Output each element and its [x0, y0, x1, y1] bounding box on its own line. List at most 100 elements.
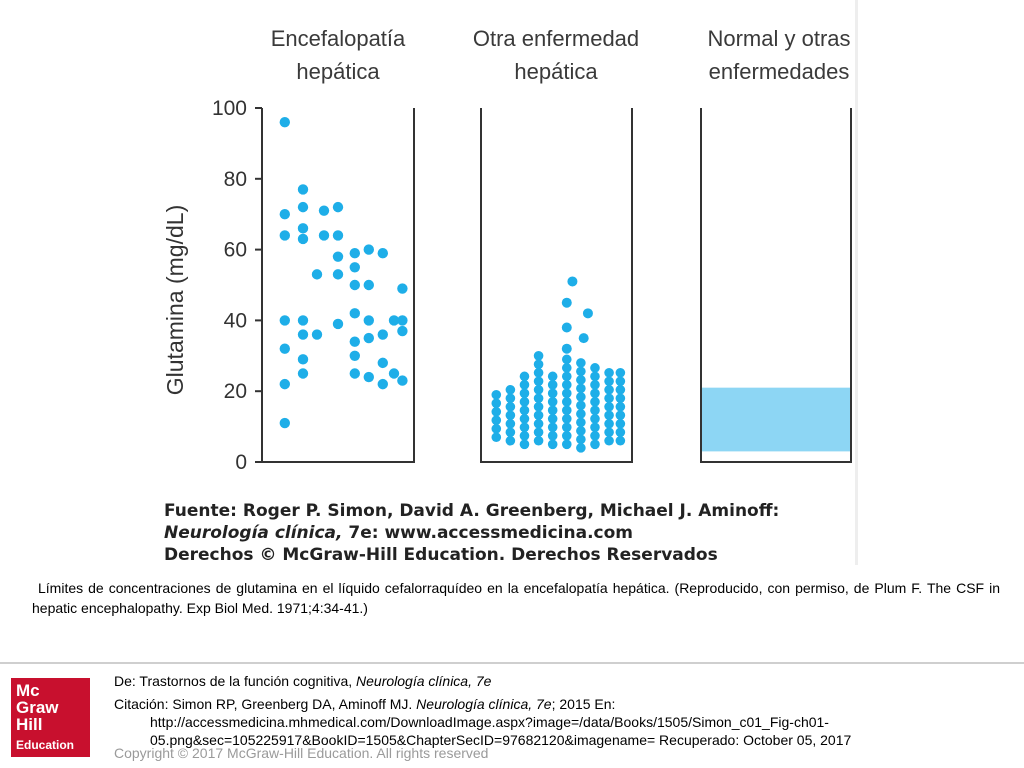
data-point: [615, 410, 626, 421]
data-point: [363, 315, 374, 326]
from-book: Neurología clínica, 7e: [356, 673, 492, 689]
data-point: [519, 380, 530, 390]
data-point: [519, 431, 530, 441]
data-point: [561, 414, 572, 424]
data-point: [533, 435, 544, 446]
panel-3-frame: [700, 108, 852, 463]
data-point: [377, 378, 388, 390]
logo-line-2: Graw: [16, 698, 59, 717]
data-point: [547, 439, 558, 450]
data-point: [491, 415, 502, 426]
data-point: [311, 329, 323, 340]
data-point: [297, 223, 309, 234]
data-point: [363, 371, 374, 383]
data-point: [576, 366, 586, 377]
data-point: [491, 432, 502, 443]
data-point: [604, 410, 614, 421]
glutamine-chart: Encefalopatía hepática Otra enfermedad h…: [162, 0, 858, 565]
data-point: [561, 380, 572, 390]
data-point: [397, 375, 408, 386]
y-tick-label: 100: [212, 97, 247, 120]
data-point: [491, 406, 502, 417]
data-point: [332, 318, 344, 330]
data-point: [318, 205, 330, 216]
data-point: [576, 417, 586, 428]
data-point: [615, 435, 626, 446]
data-point: [533, 351, 544, 361]
data-point: [590, 405, 600, 416]
data-point: [547, 388, 558, 399]
from-prefix: De: Trastornos de la función cognitiva,: [114, 673, 357, 689]
source-line-1: Fuente: Roger P. Simon, David A. Greenbe…: [164, 501, 779, 521]
data-point: [590, 363, 600, 373]
data-point: [604, 393, 614, 404]
citation-url[interactable]: http://accessmedicina.mhmedical.com/Down…: [150, 714, 852, 748]
data-point: [349, 279, 360, 291]
data-point: [332, 230, 344, 241]
logo-line-3: Hill: [16, 715, 43, 734]
data-point: [576, 426, 586, 436]
data-point: [561, 431, 572, 441]
data-point: [279, 343, 290, 354]
data-point: [505, 401, 516, 412]
data-point: [349, 336, 360, 347]
source-line-2: Neurología clínica, 7e: www.accessmedici…: [164, 523, 633, 543]
y-axis-label: Glutamina (mg/dL): [162, 205, 188, 395]
figure-caption: Límites de concentraciones de glutamina …: [32, 580, 1000, 616]
data-point: [604, 367, 614, 378]
panel-2-title-line-1: Otra enfermedad: [473, 26, 639, 51]
data-point: [279, 116, 290, 128]
data-point: [505, 393, 516, 404]
data-point: [590, 380, 600, 390]
data-point: [349, 368, 360, 379]
data-point: [519, 397, 530, 407]
data-point: [311, 269, 323, 280]
data-point: [604, 401, 614, 412]
panel-2-title-line-2: hepática: [514, 59, 598, 84]
data-point: [590, 371, 600, 382]
y-tick-label: 0: [235, 451, 247, 474]
data-point: [491, 423, 502, 434]
data-point: [533, 410, 544, 421]
data-point: [561, 371, 572, 382]
data-point: [561, 388, 572, 399]
data-point: [533, 384, 544, 395]
data-point: [615, 384, 626, 395]
data-point: [519, 439, 530, 450]
data-point: [533, 418, 544, 429]
data-point: [547, 397, 558, 407]
citation-prefix: Citación: Simon RP, Greenberg DA, Aminof…: [114, 696, 417, 712]
data-point: [533, 393, 544, 404]
data-point: [576, 383, 586, 394]
data-point: [297, 233, 309, 245]
data-point: [582, 308, 593, 319]
citation-book: Neurología clínica, 7e: [416, 696, 552, 712]
panel-1-title-line-1: Encefalopatía: [271, 26, 406, 51]
data-point: [547, 422, 558, 433]
data-point: [615, 427, 626, 438]
from-line: De: Trastornos de la función cognitiva, …: [114, 673, 491, 689]
data-point: [491, 389, 502, 400]
data-point: [576, 409, 586, 419]
data-point: [519, 414, 530, 424]
data-point: [590, 422, 600, 433]
data-point: [519, 405, 530, 416]
data-point: [576, 443, 586, 453]
data-point: [615, 376, 626, 387]
data-point: [349, 308, 360, 319]
data-point: [561, 343, 572, 354]
panel-3-title-line-1: Normal y otras: [707, 26, 850, 51]
data-point: [279, 315, 290, 326]
data-point: [533, 376, 544, 387]
data-point: [576, 392, 586, 402]
data-point: [615, 401, 626, 412]
y-tick-label: 60: [224, 239, 247, 262]
source-rights: Derechos © McGraw-Hill Education. Derech…: [164, 545, 718, 565]
source-book: Neurología clínica,: [164, 523, 342, 543]
panel-1-frame: [261, 108, 415, 463]
data-point: [279, 209, 290, 220]
data-point: [604, 418, 614, 429]
data-point: [297, 201, 309, 213]
mcgraw-hill-logo: Mc Graw Hill Education: [11, 678, 90, 757]
data-point: [590, 397, 600, 407]
